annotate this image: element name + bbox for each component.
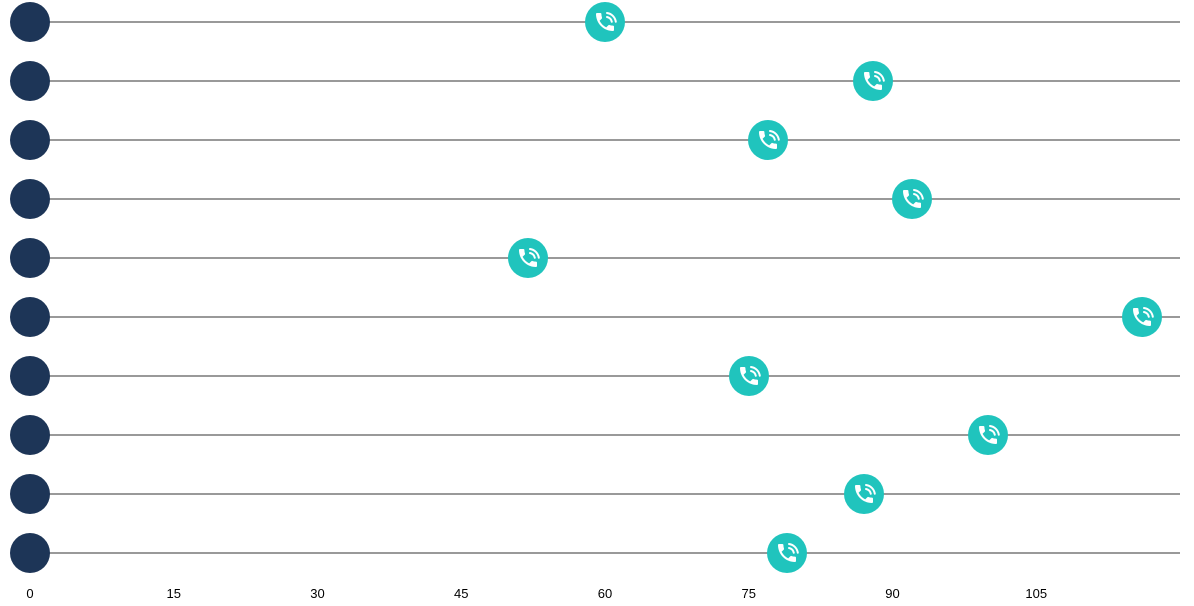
phone-ringing-icon bbox=[585, 2, 625, 42]
origin-dot bbox=[10, 533, 50, 573]
track-line bbox=[30, 375, 1180, 377]
value-marker bbox=[748, 120, 788, 160]
phone-ringing-icon bbox=[767, 533, 807, 573]
x-axis-tick-label: 30 bbox=[310, 586, 324, 601]
origin-dot bbox=[10, 120, 50, 160]
value-marker bbox=[968, 415, 1008, 455]
track-line bbox=[30, 257, 1180, 259]
x-axis-tick-label: 15 bbox=[167, 586, 181, 601]
track-line bbox=[30, 316, 1180, 318]
x-axis-tick-label: 90 bbox=[885, 586, 899, 601]
x-axis-tick-label: 60 bbox=[598, 586, 612, 601]
x-axis-tick-label: 105 bbox=[1025, 586, 1047, 601]
phone-ringing-icon bbox=[1122, 297, 1162, 337]
x-axis-tick-label: 45 bbox=[454, 586, 468, 601]
track-line bbox=[30, 493, 1180, 495]
origin-dot bbox=[10, 356, 50, 396]
phone-ringing-icon bbox=[844, 474, 884, 514]
origin-dot bbox=[10, 297, 50, 337]
origin-dot bbox=[10, 474, 50, 514]
phone-ringing-icon bbox=[729, 356, 769, 396]
origin-dot bbox=[10, 415, 50, 455]
value-marker bbox=[508, 238, 548, 278]
value-marker bbox=[767, 533, 807, 573]
origin-dot bbox=[10, 2, 50, 42]
phone-ringing-icon bbox=[748, 120, 788, 160]
value-marker bbox=[1122, 297, 1162, 337]
value-marker bbox=[585, 2, 625, 42]
track-line bbox=[30, 139, 1180, 141]
origin-dot bbox=[10, 179, 50, 219]
origin-dot bbox=[10, 61, 50, 101]
value-marker bbox=[853, 61, 893, 101]
phone-ringing-icon bbox=[892, 179, 932, 219]
x-axis-tick-label: 0 bbox=[26, 586, 33, 601]
value-marker bbox=[729, 356, 769, 396]
x-axis-tick-label: 75 bbox=[742, 586, 756, 601]
track-line bbox=[30, 552, 1180, 554]
value-marker bbox=[892, 179, 932, 219]
dot-strip-chart: 0 15 30 45 60 75 90 105 bbox=[0, 0, 1194, 606]
phone-ringing-icon bbox=[968, 415, 1008, 455]
origin-dot bbox=[10, 238, 50, 278]
track-line bbox=[30, 198, 1180, 200]
track-line bbox=[30, 80, 1180, 82]
phone-ringing-icon bbox=[508, 238, 548, 278]
phone-ringing-icon bbox=[853, 61, 893, 101]
value-marker bbox=[844, 474, 884, 514]
